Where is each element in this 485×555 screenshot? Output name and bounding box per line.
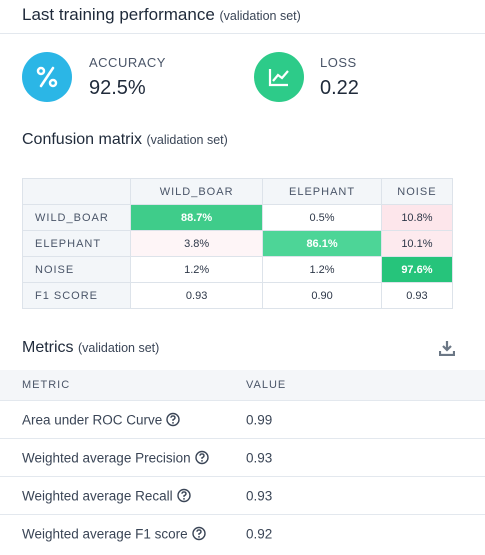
cell: 88.7% [129,204,264,231]
row-header: NOISE [22,256,131,283]
column-header: NOISE [380,178,454,205]
subtitle: (validation set) [146,133,228,147]
column-header: WILD_BOAR [129,178,264,205]
metric-label: Weighted average F1 score [22,526,188,542]
cell: 0.5% [262,204,382,231]
matrix-row: NOISE 1.2% 1.2% 97.6% [22,256,454,283]
row-header: ELEPHANT [22,230,131,257]
help-icon[interactable] [191,526,206,541]
header-row: WILD_BOAR ELEPHANT NOISE [22,178,454,205]
divider [0,33,485,34]
cell: 0.93 [129,282,264,309]
accuracy-icon [22,52,72,102]
subtitle: (validation set) [219,9,301,23]
metric-name: Area under ROC Curve [22,412,181,428]
row-header: WILD_BOAR [22,204,131,231]
help-icon[interactable] [166,412,181,427]
cell: 1.2% [262,256,382,283]
kpi-value: 0.22 [320,77,359,99]
metric-label: Weighted average Precision [22,450,191,466]
metrics-row: Area under ROC Curve 0.99 [0,400,485,439]
matrix-row: WILD_BOAR 88.7% 0.5% 10.8% [22,204,454,231]
help-icon[interactable] [194,450,209,465]
metric-value: 0.93 [246,488,273,504]
cell: 10.1% [380,230,454,257]
metric-value: 0.99 [246,412,273,428]
kpi-label: ACCURACY [89,55,166,70]
cell: 10.8% [380,204,454,231]
metric-name: Weighted average Recall [22,489,191,504]
loss-icon [254,52,304,102]
cell: 1.2% [129,256,264,283]
title: Metrics [22,339,74,356]
confusion-matrix: WILD_BOAR ELEPHANT NOISE WILD_BOAR 88.7%… [22,178,454,309]
title: Last training performance [22,5,215,24]
f1-row: F1 SCORE 0.93 0.90 0.93 [22,282,454,309]
corner-cell [22,178,131,205]
title: Confusion matrix [22,131,143,148]
subtitle: (validation set) [78,341,160,355]
download-button[interactable] [439,340,455,356]
metric-value: 0.92 [246,526,273,542]
matrix-row: ELEPHANT 3.8% 86.1% 10.1% [22,230,454,257]
cell: 97.6% [380,256,454,283]
section-title: Last training performance (validation se… [22,5,301,25]
metric-name: Weighted average F1 score [22,527,206,542]
column-header: VALUE [246,379,287,391]
column-header: ELEPHANT [262,178,382,205]
metrics-row: Weighted average Recall 0.93 [0,476,485,515]
kpi-label: LOSS [320,55,357,70]
section-title: Confusion matrix (validation set) [22,131,228,149]
cell: 3.8% [129,230,264,257]
metrics-row: Weighted average F1 score 0.92 [0,514,485,553]
metric-value: 0.93 [246,450,273,466]
cell: 86.1% [262,230,382,257]
metric-name: Weighted average Precision [22,451,209,466]
section-title: Metrics (validation set) [22,339,159,357]
row-header: F1 SCORE [22,282,131,309]
cell: 0.90 [262,282,382,309]
metric-label: Weighted average Recall [22,488,173,504]
kpi-value: 92.5% [89,77,146,99]
metric-label: Area under ROC Curve [22,412,163,428]
metrics-row: Weighted average Precision 0.93 [0,438,485,477]
cell: 0.93 [380,282,454,309]
column-header: METRIC [22,379,71,391]
metrics-header: METRIC VALUE [0,370,485,400]
help-icon[interactable] [176,488,191,503]
